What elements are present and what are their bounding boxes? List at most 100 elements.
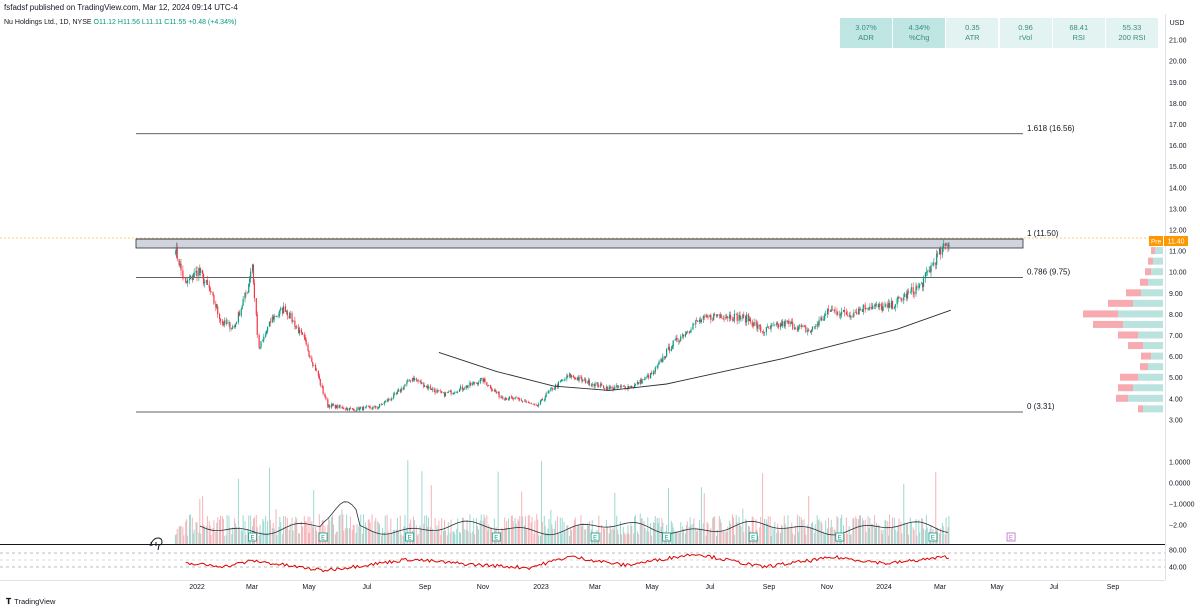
candle-body (941, 247, 943, 255)
volume-bar (763, 519, 765, 544)
volume-bar (598, 515, 600, 544)
volume-bar (865, 531, 867, 544)
volume-bar (891, 517, 893, 544)
candle-body (200, 270, 202, 273)
candle-body (698, 319, 701, 322)
candle-body (707, 316, 709, 318)
volume-bar (303, 515, 305, 544)
candle-body (314, 365, 317, 371)
volume-bar (606, 526, 608, 544)
candle-body (462, 389, 464, 391)
candle-body (343, 408, 345, 410)
volume-bar (267, 521, 269, 544)
earnings-marker (590, 532, 600, 542)
tradingview-logo[interactable]: 𝐓 TradingView (6, 597, 55, 607)
volume-bar (469, 514, 471, 544)
candle-body (904, 293, 906, 297)
stat-atr-value: 0.35 (965, 23, 980, 32)
volume-bar (434, 518, 436, 544)
volume-bar (654, 515, 656, 544)
candle-body (548, 390, 550, 393)
rsi-axis[interactable]: 80.00 40.00 (1169, 548, 1187, 572)
volume-bar (817, 520, 819, 544)
volume-bar (635, 514, 637, 544)
volume-bar (234, 518, 236, 544)
volume-bar (827, 517, 829, 544)
volume-bar (626, 532, 628, 544)
candle-body (878, 303, 880, 308)
volume-bar (402, 535, 404, 544)
currency-label[interactable]: USD (1169, 20, 1185, 27)
volume-bar (367, 519, 369, 544)
candle-body (531, 403, 533, 405)
volume-bar (605, 519, 607, 544)
candle-body (636, 382, 639, 384)
candle-body (186, 282, 188, 283)
candle-body (751, 321, 753, 326)
candle-body (215, 303, 217, 308)
candle-body (450, 390, 452, 394)
volume-bar (387, 531, 389, 544)
vprofile-up (1133, 384, 1163, 392)
candle-body (500, 397, 502, 398)
volume-axis[interactable]: 1.0000 0.0000 −1.0000 −2.00 (1169, 460, 1195, 530)
volume-bar (858, 519, 860, 544)
candle-body (345, 409, 347, 410)
volume-bar (633, 533, 635, 544)
candle-body (454, 392, 456, 393)
candle-body (773, 324, 775, 326)
earnings-marker (662, 532, 672, 542)
volume-bar (332, 515, 334, 544)
symbol-name[interactable]: Nu Holdings Ltd., 1D, NYSE (4, 19, 92, 26)
volume-bar (295, 516, 297, 544)
vprofile-down (1108, 299, 1133, 307)
volume-bar (460, 532, 462, 544)
volume-bar (800, 517, 802, 544)
time-axis-label: Nov (821, 584, 834, 591)
candle-body (512, 397, 514, 400)
volume-bar (266, 534, 268, 544)
volume-bar (825, 520, 827, 544)
earnings-marker-label: E (1009, 536, 1013, 542)
volume-bar (215, 532, 217, 544)
candle-body (502, 397, 504, 400)
candle-body (319, 378, 321, 386)
candle-body (280, 307, 282, 310)
volume-bar (440, 534, 442, 544)
stat-adr: 3.07% ADR (840, 18, 892, 48)
candle-body (697, 320, 699, 322)
candle-body (364, 406, 367, 408)
candle-body (640, 379, 642, 384)
volume-bar (210, 534, 212, 544)
candle-body (882, 306, 884, 311)
volume-bar (903, 483, 905, 544)
volume-bar (437, 531, 439, 544)
candle-body (666, 348, 668, 357)
candle-body (205, 280, 208, 282)
candle-body (769, 327, 771, 329)
candle-body (890, 300, 893, 309)
time-axis[interactable]: 2022 Mar May Jul Sep Nov 2023 Mar May Jul Sep Nov 20… (189, 584, 1119, 591)
volume-bar (848, 526, 850, 544)
earnings-marker-label: E (838, 536, 842, 542)
volume-bar (328, 517, 330, 544)
candle-body (537, 405, 539, 406)
candle-body (610, 386, 612, 388)
volume-bar (449, 532, 451, 544)
volume-bar (774, 521, 776, 544)
price-axis[interactable]: 21.00 20.00 19.00 18.00 17.00 16.00 15.00 14.00… (1169, 38, 1187, 425)
volume-bar (845, 517, 847, 544)
price-axis-label: 17.00 (1169, 122, 1187, 129)
candle-body (495, 391, 497, 394)
volume-bar (944, 534, 946, 544)
volume-bar (894, 529, 896, 544)
candle-body (391, 398, 393, 400)
volume-bar (797, 532, 799, 544)
volume-bar (456, 528, 458, 544)
volume-bar (913, 529, 915, 544)
candle-body (903, 296, 905, 301)
volume-bar (554, 528, 556, 544)
rsi-line (185, 553, 949, 573)
volume-bar (511, 515, 513, 544)
